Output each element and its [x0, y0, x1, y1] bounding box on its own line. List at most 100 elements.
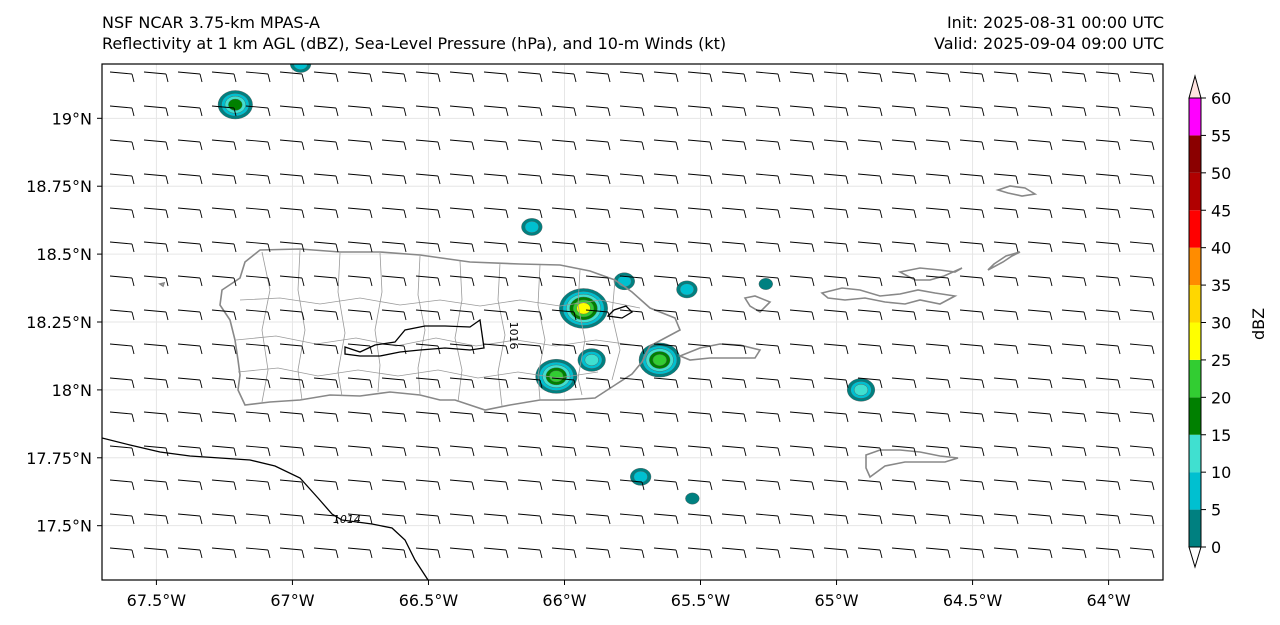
wind-barb [823, 241, 849, 253]
wind-barb [687, 343, 713, 355]
wind-barb [143, 309, 169, 321]
wind-barb [517, 173, 543, 185]
wind-barb [1129, 275, 1155, 287]
wind-barb [313, 411, 339, 423]
wind-barb [1027, 309, 1053, 321]
wind-barb [483, 207, 509, 219]
wind-barb [279, 377, 305, 389]
wind-barb [245, 173, 271, 185]
wind-barb [517, 309, 543, 321]
wind-barb [517, 207, 543, 219]
wind-barb [585, 411, 611, 423]
wind-barb [551, 309, 577, 321]
wind-barb [857, 479, 883, 491]
wind-barb [1061, 479, 1087, 491]
reflectivity-contour [685, 492, 700, 505]
wind-barb [755, 343, 781, 355]
wind-barb [279, 241, 305, 253]
wind-barb [177, 445, 203, 457]
lat-tick-label: 18.75°N [26, 177, 92, 196]
wind-barb [483, 479, 509, 491]
wind-barb [517, 275, 543, 287]
isobar-label: 1014 [333, 513, 361, 526]
colorbar-segment [1189, 397, 1201, 435]
reflectivity-contour [524, 221, 539, 233]
wind-barb [925, 411, 951, 423]
wind-barb [619, 309, 645, 321]
wind-barb [585, 207, 611, 219]
wind-barb [823, 343, 849, 355]
wind-barb [755, 309, 781, 321]
wind-barb [925, 241, 951, 253]
wind-barb [1095, 411, 1121, 423]
wind-barb [177, 343, 203, 355]
wind-barb [789, 377, 815, 389]
wind-barb [721, 139, 747, 151]
wind-barb [891, 105, 917, 117]
wind-barb [585, 241, 611, 253]
wind-barb [551, 479, 577, 491]
wind-barb [449, 139, 475, 151]
wind-barb [721, 71, 747, 83]
wind-barb [1027, 173, 1053, 185]
wind-barb [1095, 377, 1121, 389]
wind-barb [1061, 275, 1087, 287]
wind-barb [823, 377, 849, 389]
wind-barb [177, 71, 203, 83]
wind-barb [347, 547, 373, 559]
wind-barb [619, 479, 645, 491]
wind-barb [143, 377, 169, 389]
wind-barb [449, 173, 475, 185]
wind-barb [381, 343, 407, 355]
wind-barb [857, 71, 883, 83]
wind-barb [347, 513, 373, 525]
vieques-coastline [677, 343, 762, 361]
colorbar-tick-label: 15 [1211, 426, 1231, 445]
wind-barb [993, 513, 1019, 525]
wind-barb [687, 547, 713, 559]
wind-barb [143, 479, 169, 491]
wind-barb [653, 343, 679, 355]
longitude-axis: 67.5°W 67°W 66.5°W 66°W 65.5°W 65°W 64.5°W 64°W [127, 580, 1131, 610]
wind-barb [109, 139, 135, 151]
colorbar-segment [1189, 247, 1201, 286]
wind-barb [1095, 513, 1121, 525]
wind-barb [1027, 445, 1053, 457]
wind-barb [891, 275, 917, 287]
wind-barb [1061, 309, 1087, 321]
wind-barb [177, 479, 203, 491]
wind-barb [347, 105, 373, 117]
wind-barb [211, 139, 237, 151]
wind-barb [347, 411, 373, 423]
wind-barb [755, 139, 781, 151]
wind-barb [891, 445, 917, 457]
wind-barb [415, 513, 441, 525]
wind-barb [619, 513, 645, 525]
wind-barb [109, 411, 135, 423]
lon-tick-label: 64°W [1086, 591, 1130, 610]
wind-barb [211, 479, 237, 491]
colorbar-tick-label: 30 [1211, 314, 1231, 333]
wind-barb [313, 275, 339, 287]
wind-barb [279, 547, 305, 559]
lon-tick-label: 66°W [542, 591, 586, 610]
wind-barb [959, 309, 985, 321]
wind-barb [959, 139, 985, 151]
wind-barb [279, 139, 305, 151]
wind-barb [959, 275, 985, 287]
colorbar-segment [1189, 98, 1201, 136]
wind-barb [279, 275, 305, 287]
reflectivity-cell [290, 64, 312, 73]
wind-barb [755, 547, 781, 559]
wind-barb [1129, 377, 1155, 389]
wind-barb [279, 513, 305, 525]
reflectivity-cell [758, 278, 773, 290]
wind-barb [449, 547, 475, 559]
wind-barb [415, 173, 441, 185]
wind-barb [109, 71, 135, 83]
wind-barb [755, 241, 781, 253]
wind-barb [483, 173, 509, 185]
wind-barb [109, 479, 135, 491]
wind-barb [687, 105, 713, 117]
wind-barb [721, 445, 747, 457]
